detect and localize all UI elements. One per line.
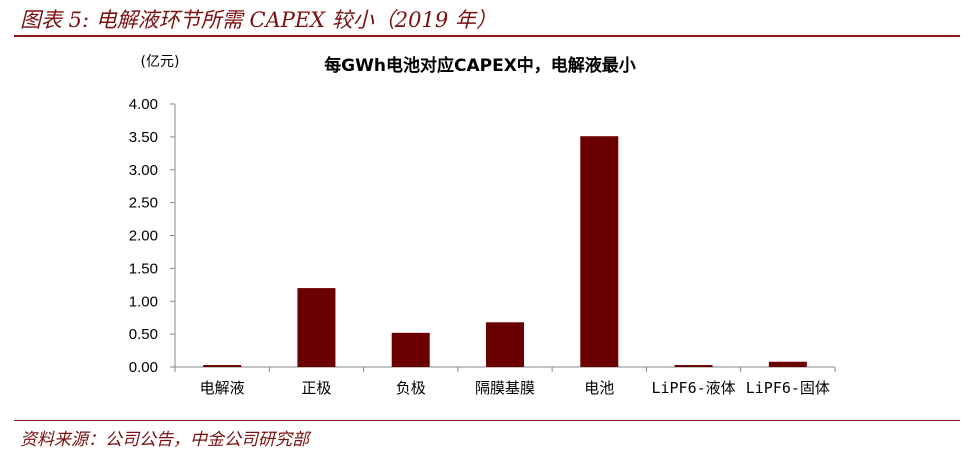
bar-6 xyxy=(674,365,713,367)
bar-7 xyxy=(768,361,807,367)
y-tick-label: 1.50 xyxy=(129,260,158,277)
x-category-label: 隔膜基膜 xyxy=(475,379,535,397)
y-tick-label: 2.50 xyxy=(129,195,158,212)
y-tick-labels: 0.00 0.50 1.00 1.50 2.00 2.50 3.00 3.50 4.00 xyxy=(129,96,158,376)
top-rule xyxy=(14,35,960,37)
y-tick-label: 3.50 xyxy=(129,129,158,146)
x-category-label: LiPF6-固体 xyxy=(746,379,830,397)
x-category-label: 电池 xyxy=(584,379,614,397)
x-category-label: 负极 xyxy=(396,379,426,397)
y-unit-label: (亿元) xyxy=(141,54,180,70)
y-tick-label: 0.50 xyxy=(129,326,158,343)
y-tick-label: 1.00 xyxy=(129,293,158,310)
y-tick-label: 3.00 xyxy=(129,162,158,179)
y-tick-label: 4.00 xyxy=(129,96,158,113)
bottom-rule xyxy=(14,420,960,421)
figure-title: 图表 5: 电解液环节所需 CAPEX 较小（2019 年） xyxy=(20,8,497,32)
y-tick-label: 0.00 xyxy=(129,359,158,376)
bar-2 xyxy=(297,288,336,367)
y-tick-label: 2.00 xyxy=(129,228,158,245)
x-category-label: LiPF6-液体 xyxy=(651,379,735,397)
x-category-labels: 电解液 正极 负极 隔膜基膜 电池 LiPF6-液体 LiPF6-固体 xyxy=(200,379,830,397)
x-category-label: 正极 xyxy=(301,379,331,397)
bar-1 xyxy=(203,365,242,367)
chart-title: 每GWh电池对应CAPEX中，电解液最小 xyxy=(324,55,636,76)
bar-5 xyxy=(580,136,619,367)
bar-4 xyxy=(486,322,524,367)
bars xyxy=(203,136,807,367)
bar-3 xyxy=(391,332,430,367)
source-note: 资料来源：公司公告，中金公司研究部 xyxy=(20,430,309,450)
x-category-label: 电解液 xyxy=(200,379,245,397)
